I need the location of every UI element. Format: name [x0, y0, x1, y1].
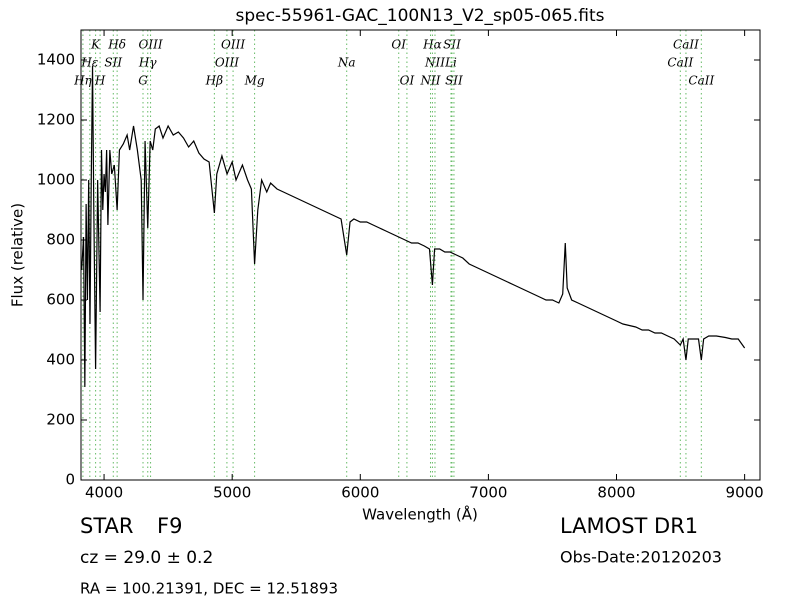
y-tick-label: 200 — [46, 411, 75, 429]
spectral-line-label: SII — [445, 74, 463, 88]
x-tick-label: 8000 — [597, 484, 635, 502]
coordinates: RA = 100.21391, DEC = 12.51893 — [80, 580, 338, 598]
survey: LAMOST DR1 — [560, 514, 698, 538]
y-tick-label: 600 — [46, 291, 75, 309]
spectral-line-label: G — [138, 74, 148, 88]
spectral-line-label: Mg — [244, 74, 265, 88]
spectral-line-label: Li — [444, 56, 457, 70]
spectral-line-label: K — [90, 38, 101, 52]
spectral-line-label: Na — [337, 56, 356, 70]
plot-frame — [80, 29, 761, 481]
spectral-line-label: SII — [443, 38, 461, 52]
y-tick-label: 0 — [65, 471, 75, 489]
spectral-line-label: NII — [424, 56, 445, 70]
spectrum — [81, 65, 746, 388]
spectral-line-label: OI — [400, 74, 415, 88]
x-axis-label: Wavelength (Å) — [362, 505, 478, 524]
spectral-line-label: CaII — [667, 56, 693, 70]
spectral-line-label: OIII — [139, 38, 163, 52]
object-class: STAR — [80, 514, 133, 538]
spectral-line-label: SII — [104, 56, 122, 70]
spectral-line-label: OIII — [221, 38, 245, 52]
x-tick-label: 5000 — [213, 484, 251, 502]
chart-title: spec-55961-GAC_100N13_V2_sp05-065.fits — [235, 6, 604, 26]
spectral-line-label: Hα — [422, 38, 442, 52]
spectral-line-label: CaII — [688, 74, 714, 88]
spectral-line-label: Hε — [80, 56, 98, 70]
spectral-line-label: NII — [420, 74, 441, 88]
obs-date: Obs-Date:20120203 — [560, 548, 722, 567]
x-tick-label: 7000 — [469, 484, 507, 502]
spectral-line-label: Hδ — [107, 38, 126, 52]
x-tick-label: 6000 — [341, 484, 379, 502]
y-tick-label: 1000 — [37, 171, 75, 189]
redshift: cz = 29.0 ± 0.2 — [80, 548, 213, 568]
x-tick-label: 4000 — [85, 484, 123, 502]
y-tick-label: 800 — [46, 231, 75, 249]
x-tick-label: 9000 — [726, 484, 764, 502]
spectral-line-label: Hβ — [205, 74, 223, 88]
spectral-line-label: H — [94, 74, 106, 88]
spectral-line-label: OI — [391, 38, 406, 52]
subclass: F9 — [157, 514, 182, 538]
spectral-line-label: CaII — [673, 38, 699, 52]
spectral-line-label: Hγ — [138, 56, 157, 70]
y-tick-label: 1200 — [37, 111, 75, 129]
spectral-line-label: Hη — [73, 74, 92, 88]
y-tick-label: 400 — [46, 351, 75, 369]
y-tick-label: 1400 — [37, 51, 75, 69]
spectral-line-label: OIII — [215, 56, 239, 70]
y-axis-label: Flux (relative) — [9, 203, 27, 307]
